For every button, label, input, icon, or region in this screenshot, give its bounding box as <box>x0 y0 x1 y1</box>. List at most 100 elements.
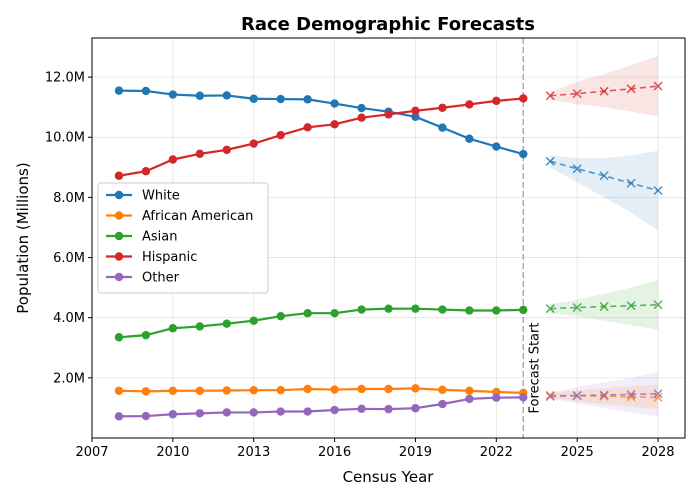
forecast-point <box>599 391 609 401</box>
legend-label: White <box>142 189 180 204</box>
series-line <box>118 387 524 394</box>
x-axis-label: Census Year <box>343 468 435 486</box>
data-point <box>276 130 285 140</box>
data-point <box>384 384 393 394</box>
data-point <box>114 333 124 342</box>
data-point <box>168 386 178 395</box>
legend-label: African American <box>142 209 253 224</box>
data-point <box>357 113 366 122</box>
data-point <box>519 393 528 402</box>
data-point <box>384 304 393 313</box>
legend-marker <box>114 211 124 220</box>
data-point <box>492 142 501 151</box>
forecast-point <box>572 164 582 174</box>
data-point <box>276 94 285 104</box>
data-point <box>384 110 393 119</box>
data-point <box>141 330 151 340</box>
data-point <box>330 99 339 108</box>
data-point <box>114 386 124 395</box>
forecast-confidence-bands <box>550 56 659 417</box>
data-point <box>303 95 312 104</box>
data-point <box>222 91 231 100</box>
data-point <box>357 404 366 414</box>
data-point <box>168 410 178 419</box>
data-point <box>114 86 124 95</box>
forecast-point <box>599 302 609 312</box>
x-tick-label: 2013 <box>237 445 270 460</box>
data-point <box>519 305 528 315</box>
axes-frame <box>91 37 686 439</box>
axes: 2007 2010 2013 2016 2019 2022 2025 2028 2.0M 4.0M… <box>45 37 686 460</box>
data-point <box>249 385 258 395</box>
data-point <box>303 123 312 132</box>
confidence-band <box>550 56 659 117</box>
data-point <box>249 316 258 325</box>
data-point <box>141 86 151 96</box>
data-point <box>465 306 474 315</box>
data-point <box>303 407 312 416</box>
x-tick-label: 2007 <box>75 445 108 460</box>
legend-label: Other <box>142 271 180 286</box>
data-point <box>141 411 151 421</box>
data-point <box>303 308 312 318</box>
data-point <box>357 103 366 113</box>
data-point <box>519 149 528 159</box>
data-point <box>330 405 339 415</box>
data-point <box>438 103 447 112</box>
forecast-point <box>626 389 636 399</box>
forecast-start-marker: Forecast Start <box>522 38 542 438</box>
forecast-point <box>572 302 582 313</box>
data-point <box>411 106 420 115</box>
legend-marker <box>114 252 124 261</box>
forecast-point <box>626 301 636 311</box>
forecast-point <box>653 389 663 399</box>
data-point <box>222 145 231 155</box>
series-lines <box>114 81 663 421</box>
forecast-point <box>599 171 609 181</box>
data-point <box>222 319 231 328</box>
data-point <box>438 399 447 409</box>
forecast-point <box>545 390 555 400</box>
data-point <box>438 123 447 132</box>
forecast-point <box>653 185 663 196</box>
data-point <box>303 384 312 394</box>
data-point <box>492 96 501 106</box>
data-point <box>492 393 501 402</box>
y-tick-label: 10.0M <box>45 131 85 146</box>
forecast-point <box>626 178 636 188</box>
data-point <box>195 322 205 331</box>
data-point <box>195 409 205 418</box>
data-point <box>195 91 205 100</box>
legend-label: Hispanic <box>142 250 197 265</box>
data-point <box>276 385 285 395</box>
y-tick-label: 2.0M <box>53 371 85 386</box>
series-line <box>118 97 524 177</box>
data-point <box>357 384 366 394</box>
data-point <box>465 386 474 395</box>
data-point <box>519 94 528 103</box>
data-point <box>411 304 420 313</box>
forecast-point <box>572 391 582 401</box>
data-point <box>411 384 420 393</box>
data-point <box>195 149 205 158</box>
forecast-point <box>545 304 555 314</box>
x-tick-label: 2016 <box>318 445 351 460</box>
x-tick-label: 2022 <box>480 445 513 460</box>
data-point <box>357 305 366 314</box>
chart-title: Race Demographic Forecasts <box>241 14 535 35</box>
data-point <box>114 412 124 421</box>
data-point <box>276 407 285 416</box>
data-point <box>249 139 258 148</box>
legend-label: Asian <box>142 230 177 245</box>
data-point <box>195 386 205 395</box>
y-tick-label: 8.0M <box>53 191 85 206</box>
forecast-point <box>626 84 636 94</box>
legend: White African American Asian Hispanic Other <box>97 182 269 294</box>
data-point <box>330 308 339 318</box>
legend-marker <box>114 190 124 200</box>
forecast-point <box>572 89 582 99</box>
data-point <box>465 100 474 109</box>
data-point <box>438 385 447 395</box>
